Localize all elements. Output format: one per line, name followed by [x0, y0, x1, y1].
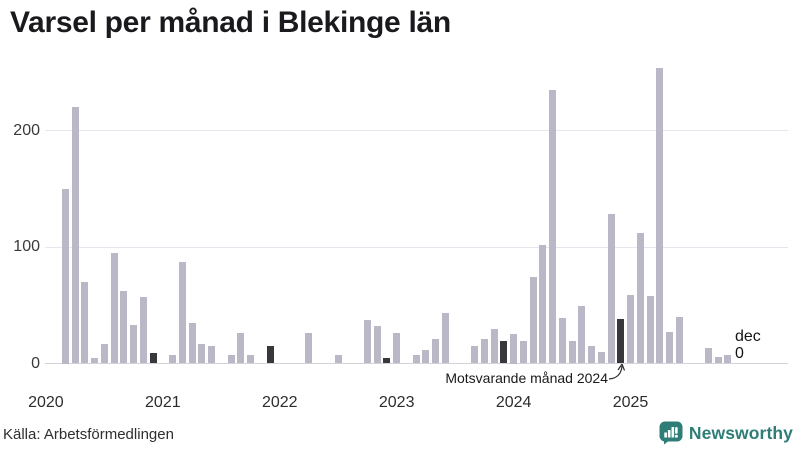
newsworthy-logo: Newsworthy: [659, 421, 793, 445]
x-tick-label-2022: 2022: [261, 394, 298, 411]
latest-month-name: dec: [735, 328, 761, 345]
bar-2021-04: [188, 322, 196, 364]
gridline-0: [45, 363, 788, 364]
bar-2021-06: [208, 346, 216, 364]
x-tick-label-2023: 2023: [378, 394, 415, 411]
bar-2023-04: [422, 349, 430, 364]
newsworthy-icon: [659, 421, 683, 445]
gridline-200: [45, 130, 788, 131]
annotation-arrow-icon: [608, 362, 626, 380]
bar-2020-05: [81, 281, 89, 364]
bar-2023-01: [393, 333, 401, 364]
bar-2024-06: [558, 318, 566, 364]
bar-2021-05: [198, 343, 206, 364]
bar-2020-04: [71, 107, 79, 364]
bar-2022-04: [305, 333, 313, 364]
bar-2020-08: [110, 252, 118, 364]
bar-2025-03: [646, 295, 654, 364]
bar-2023-06: [441, 313, 449, 364]
bar-2024-02: [519, 341, 527, 364]
newsworthy-wordmark: Newsworthy: [688, 422, 793, 443]
bar-2024-08: [578, 306, 586, 364]
bar-2024-04: [539, 244, 547, 364]
annotation-label: Motsvarande månad 2024: [445, 370, 608, 386]
bar-2020-11: [139, 297, 147, 364]
source-label: Källa: Arbetsförmedlingen: [3, 426, 174, 443]
latest-month-value: 0: [735, 345, 744, 362]
bar-2022-07: [334, 355, 342, 364]
bar-2021-08: [227, 355, 235, 364]
bar-2023-05: [432, 339, 440, 364]
bar-2020-03: [61, 188, 69, 364]
bar-2025-04: [656, 67, 664, 364]
bar-2023-11: [490, 328, 498, 364]
y-tick-label-0: 0: [31, 354, 40, 372]
latest-month-label: dec 0: [735, 328, 761, 362]
bar-2025-09: [704, 348, 712, 364]
bar-2025-01: [627, 294, 635, 364]
bar-2024-01: [510, 334, 518, 364]
bar-2025-11: [724, 355, 732, 364]
x-tick-label-2025: 2025: [612, 394, 649, 411]
bar-2024-07: [568, 341, 576, 364]
x-tick-label-2024: 2024: [495, 394, 532, 411]
bar-2025-05: [666, 332, 674, 364]
bar-2023-09: [471, 346, 479, 364]
bar-2021-12: [266, 346, 274, 364]
bar-2021-03: [178, 262, 186, 364]
bar-2023-10: [480, 339, 488, 364]
bar-2024-05: [549, 89, 557, 364]
bar-2021-09: [237, 333, 245, 364]
x-tick-label-2021: 2021: [145, 394, 181, 411]
bar-2020-07: [100, 343, 108, 364]
bar-2025-02: [636, 233, 644, 364]
bar-2020-09: [120, 291, 128, 364]
bar-2021-02: [169, 355, 177, 364]
y-tick-label-100: 100: [13, 238, 40, 255]
bar-2020-06: [91, 357, 99, 364]
bar-2023-03: [412, 355, 420, 364]
bar-2023-12: [500, 341, 508, 364]
y-tick-label-200: 200: [13, 121, 40, 139]
gridline-100: [45, 246, 788, 248]
bar-2022-12: [383, 357, 391, 364]
bar-2024-11: [607, 214, 615, 364]
bar-2025-10: [714, 356, 722, 364]
bar-2020-12: [149, 353, 157, 364]
bar-2024-12: [617, 319, 625, 364]
bar-2024-03: [529, 277, 537, 364]
x-tick-label-2020: 2020: [28, 394, 64, 411]
bar-2022-10: [363, 320, 371, 364]
bar-2025-06: [675, 316, 683, 364]
bar-2022-11: [373, 326, 381, 364]
bar-2020-10: [130, 325, 138, 364]
chart-title: Varsel per månad i Blekinge län: [10, 6, 451, 39]
bar-2024-09: [588, 346, 596, 364]
bar-2024-10: [597, 351, 605, 364]
bar-2021-10: [247, 355, 255, 364]
